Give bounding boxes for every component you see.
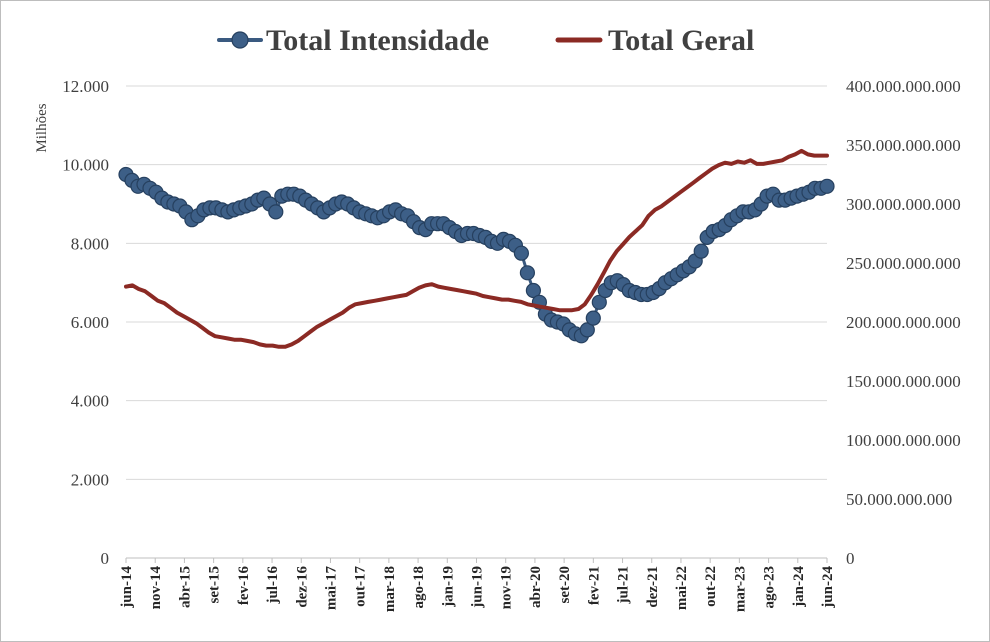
x-tick-label: jan-24 <box>791 566 807 608</box>
x-tick-label: out-22 <box>703 566 719 607</box>
series <box>118 148 835 349</box>
total-intensidade-point <box>513 245 530 261</box>
right-tick-label: 350.000.000.000 <box>846 136 961 155</box>
right-tick-label: 50.000.000.000 <box>846 490 952 509</box>
legend-label-total-geral: Total Geral <box>608 24 754 57</box>
axes: 0 2.000 4.000 6.000 8.000 10.000 12.000 0 50.000… <box>34 77 961 612</box>
x-tick-label: nov-14 <box>148 566 164 610</box>
total-intensidade-point <box>579 322 595 338</box>
left-tick-label: 2.000 <box>71 470 109 489</box>
x-tick-label: jun-24 <box>820 566 836 609</box>
legend: Total Intensidade Total Geral <box>217 24 754 57</box>
right-tick-label: 100.000.000.000 <box>846 431 961 450</box>
right-tick-label: 200.000.000.000 <box>846 313 961 332</box>
total-intensidade-line <box>124 173 829 338</box>
x-tick-label: set-20 <box>557 566 573 604</box>
right-tick-label: 250.000.000.000 <box>846 254 961 273</box>
x-tick-label: ago-18 <box>411 566 427 609</box>
left-tick-label: 10.000 <box>62 156 109 175</box>
x-tick-label: mar-18 <box>382 566 398 612</box>
left-tick-label: 8.000 <box>71 234 109 253</box>
gridlines <box>126 85 827 559</box>
x-tick-label: jun-14 <box>119 566 135 609</box>
total-geral-line <box>124 148 829 349</box>
x-tick-label: mar-23 <box>732 566 748 612</box>
x-tick-label: fev-21 <box>586 566 602 605</box>
right-tick-label: 150.000.000.000 <box>846 372 961 391</box>
left-tick-label: 4.000 <box>71 392 109 411</box>
x-tick-label: abr-15 <box>177 566 193 608</box>
left-tick-label: 6.000 <box>71 313 109 332</box>
left-tick-label: 12.000 <box>62 77 109 96</box>
left-axis-unit-label: Milhões <box>34 103 50 152</box>
x-tick-label: ago-23 <box>762 566 778 609</box>
x-tick-label: out-17 <box>353 566 369 607</box>
legend-marker-total-intensidade <box>231 31 249 49</box>
right-tick-label: 300.000.000.000 <box>846 195 961 214</box>
x-tick-label: dez-21 <box>645 566 661 608</box>
x-tick-label: mai-17 <box>323 566 339 611</box>
total-intensidade-point <box>693 243 709 259</box>
x-tick-label: jul-21 <box>616 566 632 605</box>
total-intensidade-point <box>819 178 835 194</box>
total-intensidade-point <box>591 294 607 310</box>
x-tick-label: set-15 <box>207 566 223 604</box>
x-tick-label: dez-16 <box>294 566 310 608</box>
x-tick-label: abr-20 <box>528 566 544 608</box>
x-tick-label: nov-19 <box>499 566 515 609</box>
x-tick-label: jan-19 <box>440 566 456 608</box>
x-tick-label: jul-16 <box>265 566 281 605</box>
total-intensidade-point <box>268 204 284 220</box>
right-tick-label: 0 <box>846 549 855 568</box>
left-tick-label: 0 <box>101 549 110 568</box>
total-intensidade-point <box>585 310 601 326</box>
total-intensidade-point <box>525 282 542 299</box>
x-tick-label: fev-16 <box>236 566 252 606</box>
legend-label-total-intensidade: Total Intensidade <box>266 24 489 57</box>
x-tick-label: mai-22 <box>674 566 690 610</box>
right-tick-label: 400.000.000.000 <box>846 77 961 96</box>
x-tick-label: jun-19 <box>470 566 486 609</box>
total-intensidade-point <box>519 265 536 281</box>
